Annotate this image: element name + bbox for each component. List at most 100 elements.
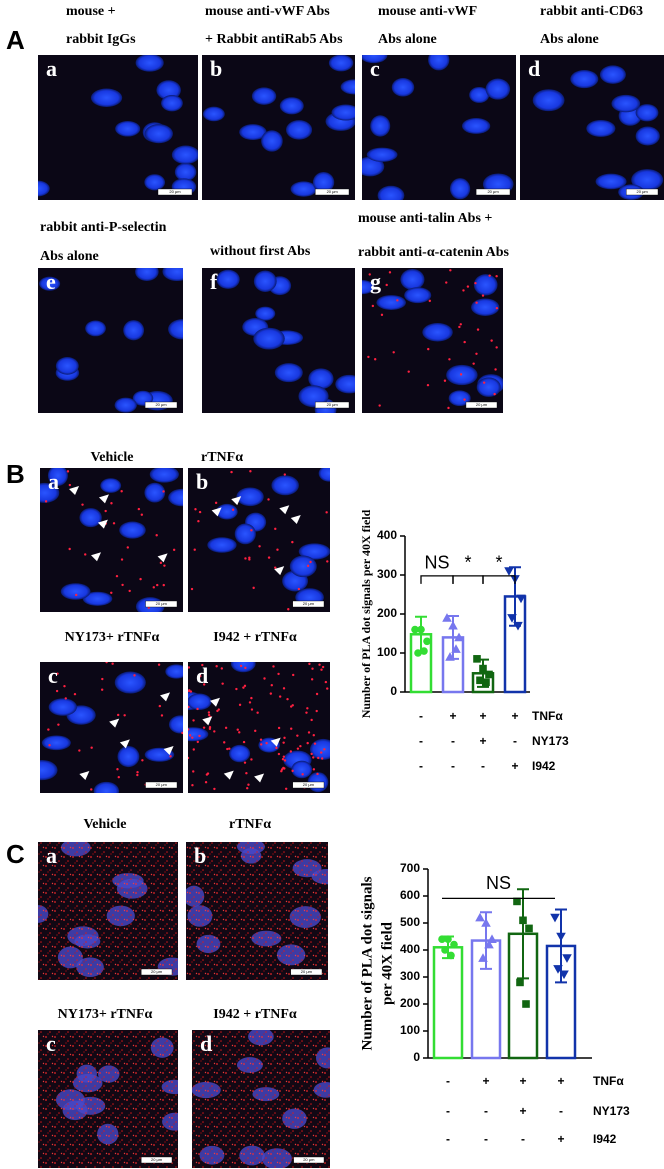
condition-sign: + bbox=[519, 1104, 526, 1118]
scale-bar-label: 20 μm bbox=[303, 782, 315, 787]
y-tick-label: 300 bbox=[400, 969, 420, 983]
signal-dot bbox=[192, 719, 195, 722]
condition-name: TNFα bbox=[593, 1074, 624, 1088]
nucleus bbox=[79, 508, 102, 528]
signal-dot bbox=[120, 490, 123, 493]
image-caption: Vehicle bbox=[90, 450, 133, 465]
y-axis-label: Number of PLA dot signals bbox=[359, 876, 375, 1050]
image-letter: b bbox=[196, 469, 208, 494]
signal-dot bbox=[283, 473, 287, 476]
image-content bbox=[362, 55, 516, 200]
nucleus bbox=[119, 521, 146, 539]
arrowhead bbox=[163, 746, 174, 756]
signal-dot bbox=[133, 674, 136, 677]
nucleus bbox=[135, 268, 159, 281]
condition-sign: - bbox=[513, 734, 517, 748]
image-letter: d bbox=[528, 56, 540, 81]
signal-dot bbox=[136, 773, 139, 777]
condition-name: NY173 bbox=[593, 1104, 630, 1118]
data-point bbox=[473, 655, 481, 663]
condition-sign: + bbox=[511, 709, 518, 723]
image-letter: b bbox=[194, 843, 206, 868]
nucleus bbox=[39, 276, 61, 291]
nucleus bbox=[41, 735, 71, 751]
signal-dot bbox=[475, 301, 478, 304]
image-caption: Abs alone bbox=[40, 249, 99, 264]
signal-dot bbox=[156, 583, 159, 587]
signal-dot bbox=[447, 406, 450, 410]
image-content bbox=[38, 268, 183, 413]
nucleus bbox=[274, 363, 303, 383]
condition-name: I942 bbox=[532, 759, 556, 773]
signal-dot bbox=[57, 723, 60, 726]
nucleus bbox=[40, 760, 58, 781]
signal-dot bbox=[101, 677, 104, 681]
nucleus bbox=[85, 320, 106, 337]
image-content bbox=[202, 268, 355, 413]
nucleus bbox=[570, 69, 599, 89]
signal-dot bbox=[246, 786, 249, 790]
signal-dot bbox=[324, 680, 328, 684]
nucleus bbox=[123, 320, 145, 341]
signal-dot bbox=[244, 666, 247, 670]
scale-bar-label: 20 μm bbox=[476, 402, 488, 407]
signal-dot bbox=[277, 752, 281, 756]
image-caption: mouse anti-talin Abs + bbox=[358, 211, 492, 226]
signal-dot bbox=[274, 527, 277, 531]
image-caption: NY173+ rTNFα bbox=[65, 630, 160, 645]
signal-dot bbox=[313, 742, 317, 745]
signal-dot bbox=[162, 583, 165, 587]
signal-dot bbox=[291, 540, 294, 544]
y-tick-label: 300 bbox=[377, 567, 397, 581]
micrograph: 20 μm c bbox=[38, 1030, 178, 1168]
significance-label: NS bbox=[424, 553, 449, 573]
condition-sign: - bbox=[451, 759, 455, 773]
image-content bbox=[188, 468, 330, 612]
signal-dot bbox=[160, 714, 164, 717]
image-caption: NY173+ rTNFα bbox=[58, 1007, 153, 1022]
signal-dot bbox=[111, 662, 114, 665]
signal-dot bbox=[188, 666, 191, 669]
nucleus bbox=[93, 781, 120, 793]
signal-dot bbox=[306, 707, 309, 710]
signal-dot bbox=[250, 529, 253, 532]
nucleus bbox=[168, 319, 183, 340]
nucleus bbox=[462, 118, 491, 134]
arrowhead bbox=[98, 494, 109, 504]
image-letter: d bbox=[200, 1031, 212, 1056]
nucleus bbox=[202, 106, 225, 122]
data-point bbox=[420, 647, 428, 655]
signal-dot bbox=[443, 379, 447, 382]
signal-dot bbox=[321, 665, 325, 669]
nucleus bbox=[391, 78, 415, 97]
data-point bbox=[447, 951, 455, 960]
signal-dot bbox=[448, 358, 451, 361]
signal-dot bbox=[380, 313, 384, 317]
scale-bar-label: 20 μm bbox=[303, 1157, 315, 1162]
signal-dot bbox=[192, 770, 195, 773]
image-caption: rabbit anti-CD63 bbox=[540, 4, 643, 19]
signal-dot bbox=[495, 274, 498, 278]
signal-dot bbox=[75, 593, 78, 597]
signal-dot bbox=[208, 725, 212, 729]
scale-bar bbox=[315, 188, 350, 196]
condition-sign: - bbox=[446, 1104, 450, 1118]
arrowhead bbox=[69, 486, 80, 496]
signal-dot bbox=[278, 695, 282, 698]
image-content bbox=[362, 268, 503, 413]
image-caption: Vehicle bbox=[83, 817, 126, 832]
signal-dot bbox=[68, 483, 72, 487]
signal-dot bbox=[299, 744, 302, 748]
signal-dot bbox=[213, 787, 216, 791]
signal-dot bbox=[117, 775, 120, 779]
signal-dot bbox=[458, 325, 461, 329]
signal-dot bbox=[283, 759, 287, 762]
nucleus bbox=[48, 698, 78, 716]
nucleus bbox=[362, 280, 375, 295]
signal-dot bbox=[197, 520, 200, 523]
y-tick-label: 600 bbox=[400, 888, 420, 902]
image-letter: g bbox=[370, 269, 381, 294]
signal-dot bbox=[296, 747, 300, 750]
signal-dot bbox=[190, 587, 194, 591]
arrowhead bbox=[210, 697, 221, 707]
